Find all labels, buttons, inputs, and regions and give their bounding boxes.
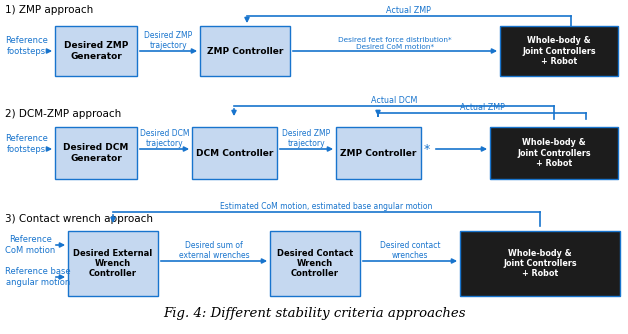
Text: Desired ZMP
Generator: Desired ZMP Generator (64, 41, 128, 61)
FancyBboxPatch shape (68, 231, 158, 296)
Text: 3) Contact wrench approach: 3) Contact wrench approach (5, 214, 153, 224)
Text: Reference
CoM motion: Reference CoM motion (5, 235, 55, 255)
Text: Estimated CoM motion, estimated base angular motion: Estimated CoM motion, estimated base ang… (220, 202, 433, 211)
Text: DCM Controller: DCM Controller (196, 149, 273, 158)
FancyBboxPatch shape (192, 127, 277, 179)
Text: Desired ZMP
trajectory: Desired ZMP trajectory (144, 31, 193, 50)
Text: Whole-body &
Joint Controllers
+ Robot: Whole-body & Joint Controllers + Robot (522, 36, 596, 66)
Text: 1) ZMP approach: 1) ZMP approach (5, 5, 93, 15)
FancyBboxPatch shape (490, 127, 618, 179)
Text: Desired DCM
trajectory: Desired DCM trajectory (140, 129, 189, 148)
Text: Reference base
angular motion: Reference base angular motion (5, 267, 70, 287)
Text: Whole-body &
Joint Controllers
+ Robot: Whole-body & Joint Controllers + Robot (503, 248, 577, 279)
Text: Actual DCM: Actual DCM (371, 96, 417, 105)
FancyBboxPatch shape (270, 231, 360, 296)
Text: Actual ZMP: Actual ZMP (386, 6, 431, 15)
Text: Desired Contact
Wrench
Controller: Desired Contact Wrench Controller (277, 248, 353, 279)
FancyBboxPatch shape (55, 127, 137, 179)
Text: Whole-body &
Joint Controllers
+ Robot: Whole-body & Joint Controllers + Robot (517, 138, 591, 168)
Text: ZMP Controller: ZMP Controller (340, 149, 417, 158)
Text: Desired ZMP
trajectory: Desired ZMP trajectory (283, 129, 330, 148)
Text: Desired DCM
Generator: Desired DCM Generator (63, 143, 129, 163)
Text: ZMP Controller: ZMP Controller (207, 46, 283, 55)
FancyBboxPatch shape (55, 26, 137, 76)
Text: Desired sum of
external wrenches: Desired sum of external wrenches (179, 240, 249, 260)
Text: Desired External
Wrench
Controller: Desired External Wrench Controller (73, 248, 153, 279)
Text: Desired feet force distribution*
Desired CoM motion*: Desired feet force distribution* Desired… (338, 37, 452, 50)
FancyBboxPatch shape (500, 26, 618, 76)
FancyBboxPatch shape (460, 231, 620, 296)
Text: Fig. 4: Different stability criteria approaches: Fig. 4: Different stability criteria app… (163, 307, 465, 320)
Text: Desired contact
wrenches: Desired contact wrenches (380, 240, 440, 260)
FancyBboxPatch shape (200, 26, 290, 76)
Text: 2) DCM-ZMP approach: 2) DCM-ZMP approach (5, 109, 121, 119)
FancyBboxPatch shape (336, 127, 421, 179)
Text: *: * (424, 143, 430, 156)
Text: Reference
footsteps: Reference footsteps (5, 134, 48, 154)
Text: Reference
footsteps: Reference footsteps (5, 36, 48, 56)
Text: Actual ZMP: Actual ZMP (460, 103, 504, 112)
